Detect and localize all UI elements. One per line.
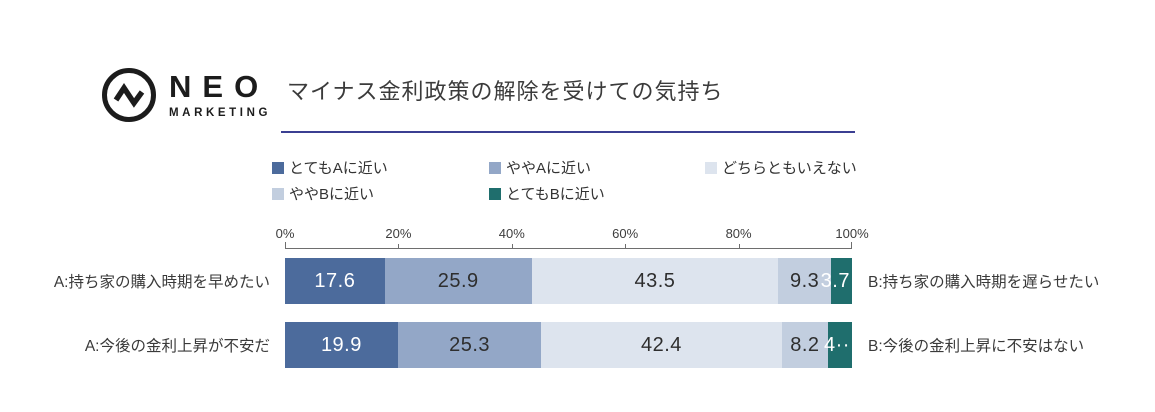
x-axis-tick <box>285 242 286 248</box>
x-axis-tick-label: 100% <box>835 226 869 241</box>
x-axis-tick-label: 60% <box>612 226 639 241</box>
bar-segment: 9.3 <box>778 258 831 304</box>
bar-segment: 3.7 <box>821 258 852 304</box>
x-axis-tick <box>625 244 627 248</box>
x-axis-line <box>285 242 852 249</box>
bar-segment-value: 25.9 <box>437 269 479 292</box>
legend-label: ややBに近い <box>289 186 375 203</box>
stacked-bar: 17.6 25.9 43.5 9.3 3.7 <box>285 258 852 304</box>
legend-label: ややAに近い <box>506 160 592 177</box>
legend-item: とてもBに近い <box>489 183 705 204</box>
x-axis-tick <box>851 242 852 248</box>
bar-segment: 25.3 <box>397 322 542 368</box>
x-axis-tick <box>398 244 400 248</box>
bar-segment-value: 17.6 <box>314 269 356 292</box>
bar-segment-value: 19.9 <box>320 333 362 356</box>
category-label-b: B:持ち家の購入時期を遅らせたい <box>868 274 1100 291</box>
bar-segment: 8.2 <box>781 322 829 368</box>
bar-segment-value: 25.3 <box>449 333 491 356</box>
bar-segment-value: 8.2 <box>790 333 820 356</box>
pulse-circle-icon <box>100 66 158 124</box>
legend-swatch-icon <box>489 187 501 200</box>
bar-row: A:持ち家の購入時期を早めたい 17.6 25.9 43.5 9.3 3.7 B:持ち家の購… <box>0 258 1155 304</box>
legend-item: どちらともいえない <box>705 157 857 178</box>
x-axis-tick <box>511 244 513 248</box>
legend-swatch-icon <box>272 161 284 174</box>
x-axis-tick-label: 80% <box>725 226 752 241</box>
legend: とてもAに近い ややAに近い どちらともいえないややBに近い とてもBに近い <box>272 157 857 204</box>
bar-segment: 42.4 <box>541 322 782 368</box>
bar-segment-value: 42.4 <box>641 333 682 356</box>
x-axis-labels: 0% 20% 40% 60% 80% 100% <box>276 226 869 242</box>
legend-label: とてもBに近い <box>506 186 605 203</box>
logo-subname: MARKETING <box>169 107 272 119</box>
legend-label: どちらともいえない <box>722 160 857 177</box>
bar-segment: 17.6 <box>285 258 385 304</box>
bar-segment: 19.9 <box>285 322 398 368</box>
logo-text: NEO MARKETING <box>169 71 271 119</box>
bar-segment: 43.5 <box>531 258 779 304</box>
x-axis-tick <box>738 244 740 248</box>
bar-segment-value: 9.3 <box>789 269 820 292</box>
legend-item: ややAに近い <box>489 157 705 178</box>
legend-item: とてもAに近い <box>272 157 489 178</box>
stacked-bar: 19.9 25.3 42.4 8.2 4·· <box>285 322 852 368</box>
logo-name: NEO <box>169 69 270 104</box>
legend-label: とてもAに近い <box>289 160 388 177</box>
bar-segment-value: 4·· <box>824 333 850 356</box>
x-axis-tick-label: 40% <box>498 226 525 241</box>
bar-segment: 4·· <box>824 322 852 368</box>
legend-item: ややBに近い <box>272 183 489 204</box>
legend-swatch-icon <box>489 161 501 174</box>
category-label-b: B:今後の金利上昇に不安はない <box>868 338 1085 355</box>
bar-segment-value: 43.5 <box>634 269 676 292</box>
neo-marketing-logo: NEO MARKETING <box>100 66 271 124</box>
legend-swatch-icon <box>272 187 284 200</box>
x-axis-tick-label: 20% <box>385 226 412 241</box>
bar-row: A:今後の金利上昇が不安だ 19.9 25.3 42.4 8.2 4·· B:今後の金利上昇… <box>0 322 1155 368</box>
chart-title: マイナス金利政策の解除を受けての気持ち <box>287 79 724 104</box>
category-label-a: A:持ち家の購入時期を早めたい <box>53 274 270 291</box>
title-underline <box>281 131 855 133</box>
legend-swatch-icon <box>705 161 717 174</box>
x-axis-tick-label: 0% <box>275 226 295 241</box>
category-label-a: A:今後の金利上昇が不安だ <box>84 338 270 355</box>
bar-segment-value: 3.7 <box>820 269 850 292</box>
bar-segment: 25.9 <box>384 258 532 304</box>
